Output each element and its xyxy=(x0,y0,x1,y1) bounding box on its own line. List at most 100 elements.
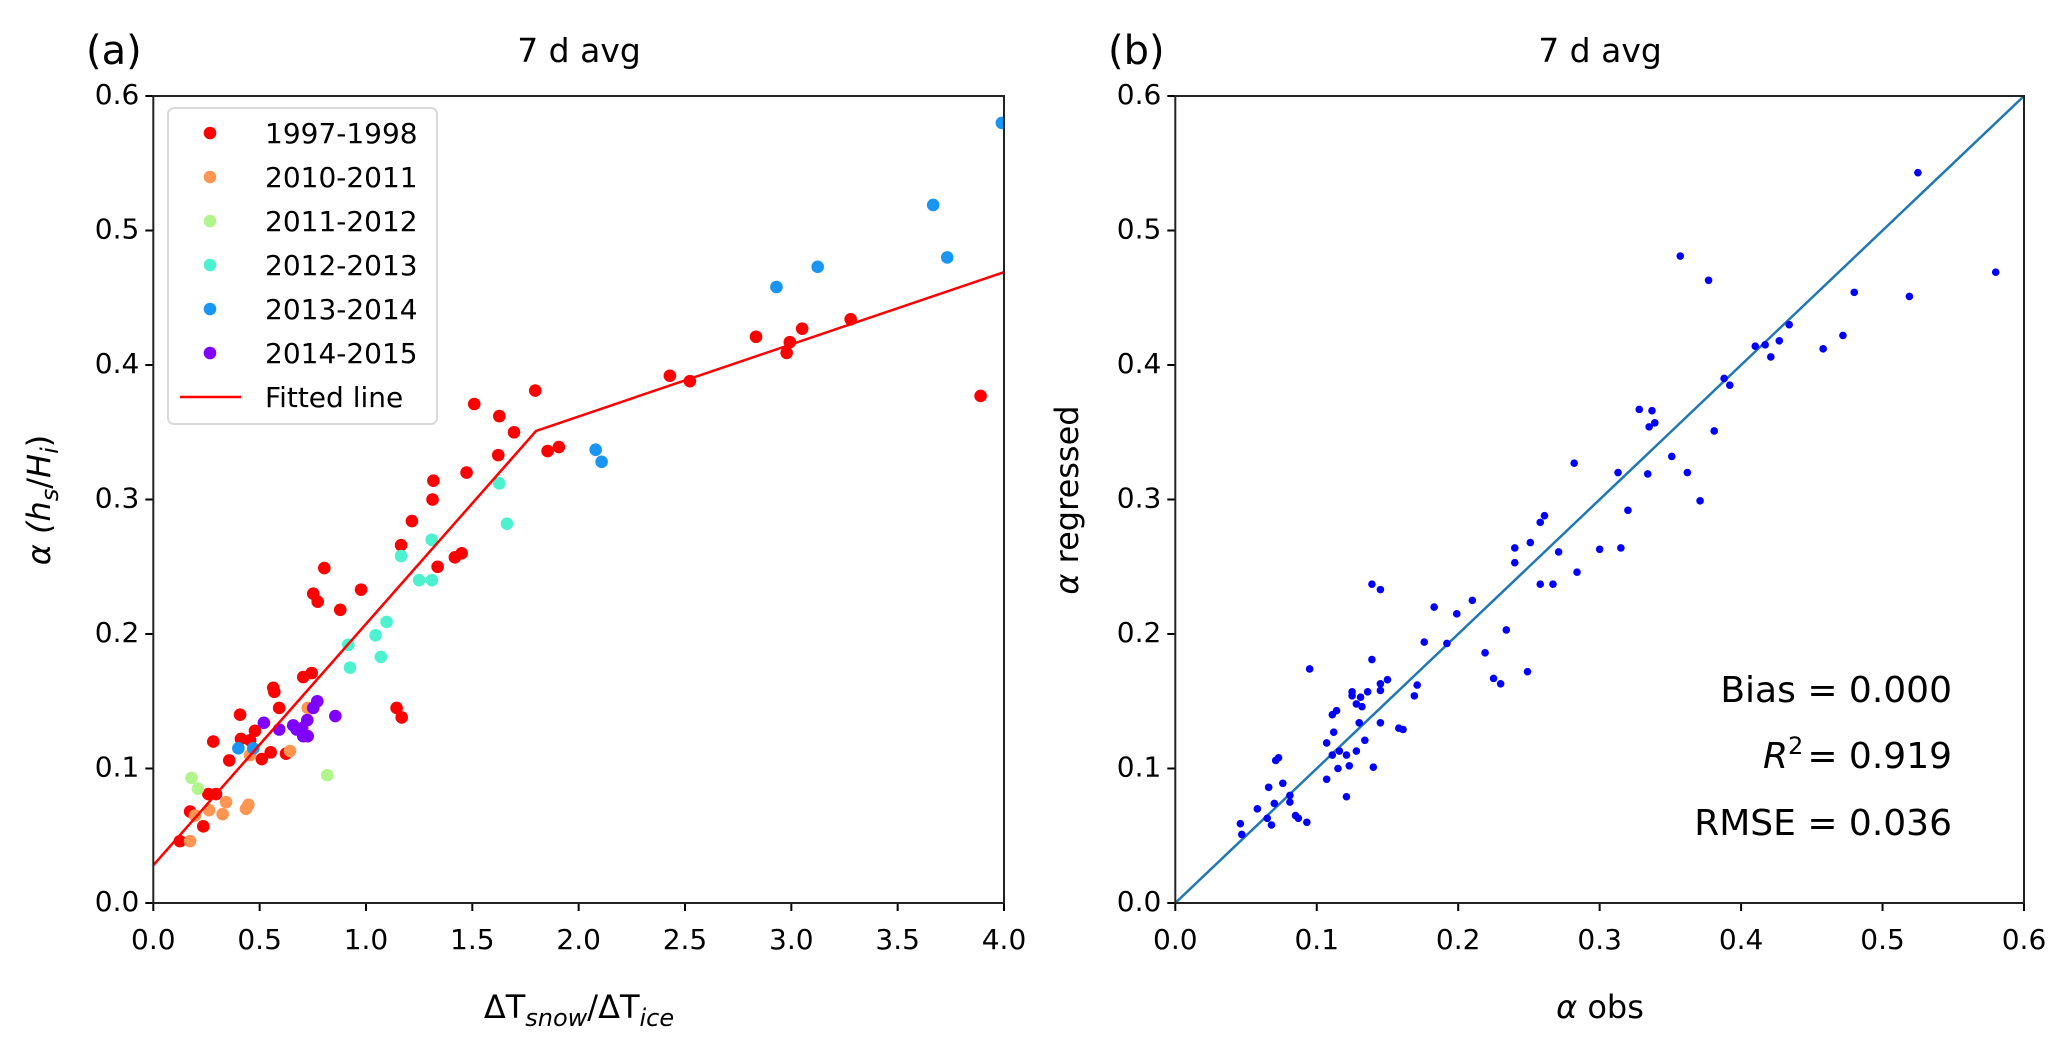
data-point-1997-1998 xyxy=(196,820,210,833)
data-point xyxy=(1624,506,1632,515)
data-point-2012-2013 xyxy=(425,573,439,587)
data-point xyxy=(1303,818,1311,827)
data-point xyxy=(1648,406,1656,415)
data-point xyxy=(1363,688,1372,696)
axis-b-xtick-label: 0.5 xyxy=(1860,923,1905,956)
data-point xyxy=(1570,459,1578,467)
data-point-1997-1998 xyxy=(663,369,677,383)
data-point-2013-2014 xyxy=(595,455,608,469)
data-point-2013-2014 xyxy=(926,198,940,212)
data-point xyxy=(1614,468,1622,477)
data-point-2013-2014 xyxy=(770,280,783,294)
data-point xyxy=(1361,736,1369,745)
data-point xyxy=(1554,548,1563,556)
data-point-2010-2011 xyxy=(283,744,297,758)
axis-b-xtick-label: 0.3 xyxy=(1577,923,1622,956)
data-point xyxy=(1430,603,1438,611)
data-point xyxy=(1704,276,1713,285)
data-point-1997-1998 xyxy=(395,711,409,724)
data-point xyxy=(1617,544,1625,552)
data-point xyxy=(1635,405,1644,414)
data-point-1997-1998 xyxy=(431,560,444,574)
data-point-1997-1998 xyxy=(455,547,468,560)
data-point xyxy=(1839,331,1847,340)
data-point-2013-2014 xyxy=(589,443,602,457)
data-point xyxy=(1267,821,1276,829)
axis-b-ytick-label: 0.5 xyxy=(1117,213,1162,246)
data-point xyxy=(1335,747,1344,755)
data-point xyxy=(1376,679,1385,688)
axis-a-ytick-label: 0.6 xyxy=(95,78,140,111)
axis-a-ytick-label: 0.5 xyxy=(95,213,140,246)
data-point xyxy=(1329,728,1338,736)
panel-b-xlabel: α obs xyxy=(1556,988,1644,1026)
axis-b-ytick-label: 0.0 xyxy=(1117,885,1162,918)
data-point xyxy=(1510,558,1519,567)
xlabel-part: α xyxy=(1556,988,1577,1026)
data-point-2010-2011 xyxy=(216,807,229,821)
data-point xyxy=(1355,718,1363,727)
xlabel-part: obs xyxy=(1577,988,1644,1026)
xlabel-sub: snow xyxy=(525,1004,587,1032)
ylabel-part: / xyxy=(20,478,58,489)
legend-marker xyxy=(203,126,217,140)
data-point xyxy=(1489,674,1498,683)
data-point xyxy=(1352,700,1361,708)
data-point-2013-2014 xyxy=(940,251,954,264)
legend-label: 2014-2015 xyxy=(265,337,418,370)
data-point xyxy=(1413,681,1421,689)
data-point xyxy=(1348,692,1356,700)
data-point-2012-2013 xyxy=(500,517,514,531)
data-point-1997-1998 xyxy=(528,384,542,397)
data-point xyxy=(1540,511,1549,520)
panel-a-legend: 1997-1998 2010-2011 2011-2012 2012-2013 2013… xyxy=(167,107,438,425)
data-point-2014-2015 xyxy=(257,716,271,730)
legend-frame xyxy=(167,107,438,425)
data-point-1997-1998 xyxy=(206,735,220,748)
data-point-2010-2011 xyxy=(219,795,233,809)
data-point xyxy=(1725,381,1734,389)
data-point-2011-2012 xyxy=(191,782,205,795)
bias-annotation: Bias = 0.000 xyxy=(1720,670,1952,711)
data-point-1997-1998 xyxy=(255,752,269,766)
axis-b-xtick-label: 0.2 xyxy=(1436,923,1481,956)
data-point xyxy=(1573,568,1581,576)
data-point xyxy=(1356,693,1365,702)
data-point-1997-1998 xyxy=(305,666,319,680)
axis-b-ytick-label: 0.6 xyxy=(1117,78,1162,111)
data-point xyxy=(1399,725,1407,734)
panel-b-label: (b) xyxy=(1108,28,1165,74)
panel-a-label: (a) xyxy=(86,28,142,74)
fitted-line xyxy=(153,271,1005,867)
data-point-1997-1998 xyxy=(354,583,368,596)
legend-marker xyxy=(203,302,217,316)
data-point xyxy=(1523,667,1532,676)
data-point-2013-2014 xyxy=(246,742,260,755)
data-point xyxy=(1502,626,1511,634)
data-point xyxy=(1536,580,1545,589)
data-point-1997-1998 xyxy=(491,448,505,462)
data-point-1997-1998 xyxy=(427,474,440,487)
data-point xyxy=(1496,679,1505,688)
axis-a-xtick-label: 3.5 xyxy=(875,923,920,956)
data-point-2012-2013 xyxy=(369,629,382,642)
data-point xyxy=(1914,168,1922,177)
data-point xyxy=(1345,762,1354,770)
data-point xyxy=(1751,342,1760,350)
ylabel-part: h xyxy=(20,501,58,521)
data-point xyxy=(1819,345,1827,353)
data-point xyxy=(1270,799,1279,808)
data-point-2012-2013 xyxy=(343,661,357,674)
data-point xyxy=(1342,792,1351,801)
legend-label: 1997-1998 xyxy=(265,117,418,150)
axis-a-xtick-label: 1.0 xyxy=(344,923,389,956)
data-point-2013-2014 xyxy=(232,742,245,755)
data-point xyxy=(1775,336,1784,345)
data-point-2010-2011 xyxy=(242,798,255,812)
data-point-1997-1998 xyxy=(749,330,763,344)
xlabel-sub: ice xyxy=(640,1004,675,1032)
axis-a-ytick-label: 0.1 xyxy=(95,751,140,784)
data-point-2012-2013 xyxy=(380,615,393,629)
data-point xyxy=(1328,751,1337,759)
